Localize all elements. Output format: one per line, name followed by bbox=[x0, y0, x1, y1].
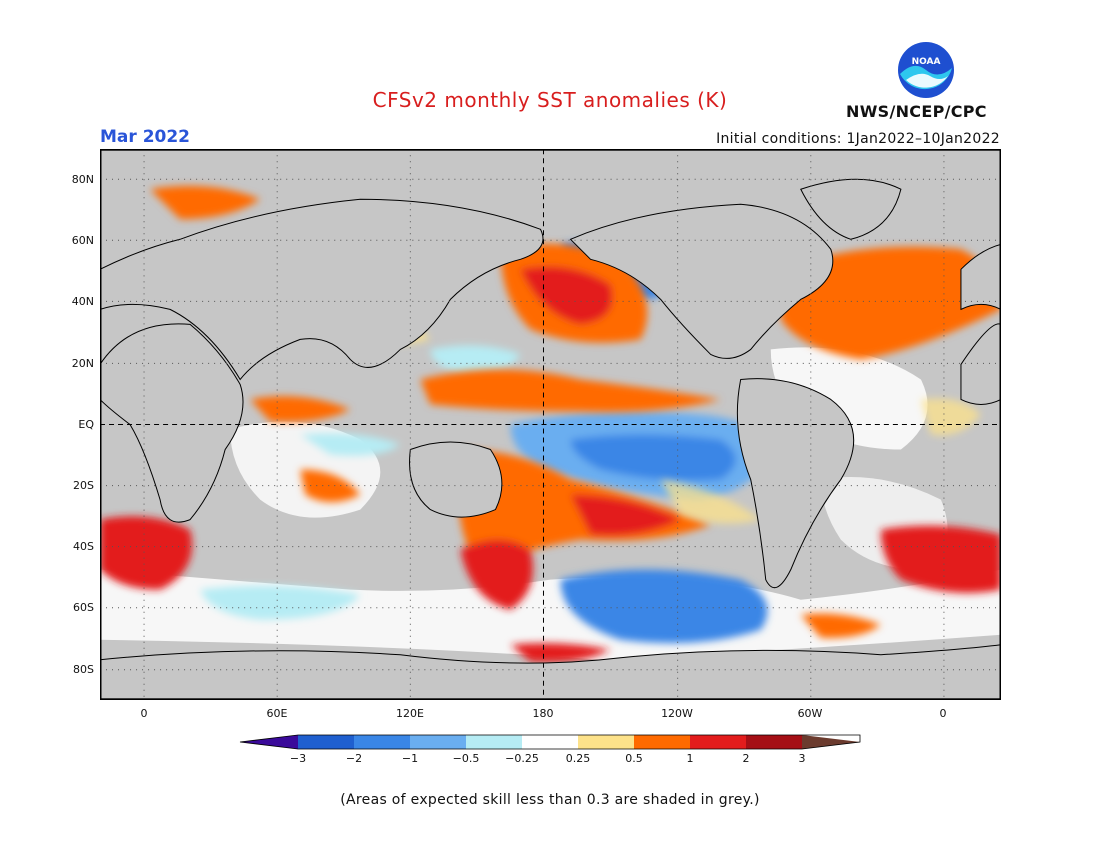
colorbar-swatch bbox=[466, 735, 522, 749]
lat-label: EQ bbox=[78, 418, 94, 431]
map-title: CFSv2 monthly SST anomalies (K) bbox=[372, 88, 728, 112]
colorbar-swatch bbox=[522, 735, 578, 749]
lon-label: 120W bbox=[661, 707, 693, 720]
lon-label: 180 bbox=[532, 707, 554, 720]
south-pacific-warm-core bbox=[570, 494, 681, 536]
colorbar-label: −1 bbox=[401, 752, 419, 765]
colorbar-swatch bbox=[354, 735, 410, 749]
africa-landmass-east bbox=[960, 323, 1001, 405]
noaa-logo-icon: NOAA bbox=[896, 40, 956, 104]
colorbar-label: −0.5 bbox=[452, 752, 480, 765]
colorbar-swatch bbox=[578, 735, 634, 749]
lat-label: 20S bbox=[73, 479, 94, 492]
south-pacific-cool bbox=[560, 569, 768, 644]
colorbar-swatch bbox=[802, 735, 860, 749]
lon-label: 60E bbox=[266, 707, 288, 720]
australia-landmass bbox=[409, 441, 503, 518]
south-america-landmass bbox=[736, 378, 855, 589]
colorbar-swatch bbox=[690, 735, 746, 749]
europe-landmass-east bbox=[960, 243, 1001, 311]
west-pacific-cool bbox=[430, 345, 521, 375]
colorbar-label: 0.25 bbox=[565, 752, 591, 765]
south-indian-cool bbox=[200, 585, 361, 620]
south-atlantic-warm-east bbox=[880, 525, 1001, 594]
colorbar-label: 1 bbox=[686, 752, 694, 765]
africa-landmass bbox=[100, 323, 244, 523]
lat-label: 60S bbox=[73, 601, 94, 614]
colorbar-label: −3 bbox=[289, 752, 307, 765]
arctic-atlantic-warm bbox=[150, 185, 261, 220]
greenland-landmass bbox=[800, 178, 902, 240]
north-tropical-pacific-warm bbox=[420, 369, 721, 412]
gulf-of-guinea-mild bbox=[920, 398, 981, 436]
initial-conditions: Initial conditions: 1Jan2022–10Jan2022 bbox=[716, 131, 1000, 147]
colorbar-label: −2 bbox=[345, 752, 363, 765]
north-pacific-warm-core bbox=[520, 266, 613, 325]
colorbar-label: 2 bbox=[742, 752, 750, 765]
lon-label: 120E bbox=[396, 707, 424, 720]
lon-label: 0 bbox=[939, 707, 947, 720]
colorbar-swatch bbox=[410, 735, 466, 749]
indian-ocean-warm bbox=[250, 396, 351, 422]
antarctica-landmass bbox=[100, 644, 1001, 700]
enso-cool-core bbox=[570, 434, 736, 481]
north-america-landmass bbox=[569, 203, 834, 359]
se-pacific-mild bbox=[660, 479, 761, 524]
lon-label: 0 bbox=[140, 707, 148, 720]
indian-south-warm bbox=[300, 469, 361, 503]
colorbar-label: 3 bbox=[798, 752, 806, 765]
drake-passage-warm bbox=[800, 613, 881, 638]
lat-label: 80S bbox=[73, 663, 94, 676]
forecast-month: Mar 2022 bbox=[100, 127, 191, 147]
colorbar-swatch bbox=[746, 735, 802, 749]
south-atlantic-warm-west bbox=[100, 516, 193, 590]
colorbar bbox=[239, 734, 861, 750]
colorbar-label: −0.25 bbox=[505, 752, 539, 765]
antarctic-warm bbox=[510, 643, 611, 663]
skill-footnote: (Areas of expected skill less than 0.3 a… bbox=[340, 792, 760, 808]
colorbar-label: 0.5 bbox=[625, 752, 643, 765]
graticule bbox=[100, 149, 1001, 700]
map-frame bbox=[100, 149, 1001, 700]
agency-label: NWS/NCEP/CPC bbox=[846, 102, 987, 121]
lat-label: 40S bbox=[73, 540, 94, 553]
eurasia-landmass bbox=[100, 198, 544, 381]
colorbar-swatch bbox=[240, 735, 298, 749]
logo-text: NOAA bbox=[912, 57, 941, 67]
north-atlantic-warm bbox=[780, 246, 1001, 360]
tasman-warm bbox=[460, 539, 533, 610]
sst-anomaly-map bbox=[100, 149, 1001, 700]
lat-label: 40N bbox=[71, 295, 94, 308]
lon-label: 60W bbox=[797, 707, 823, 720]
lat-label: 80N bbox=[71, 173, 94, 186]
lat-label: 60N bbox=[71, 234, 94, 247]
indian-eq-cool bbox=[300, 433, 401, 456]
colorbar-swatch bbox=[298, 735, 354, 749]
colorbar-swatch bbox=[634, 735, 690, 749]
lat-label: 20N bbox=[71, 357, 94, 370]
